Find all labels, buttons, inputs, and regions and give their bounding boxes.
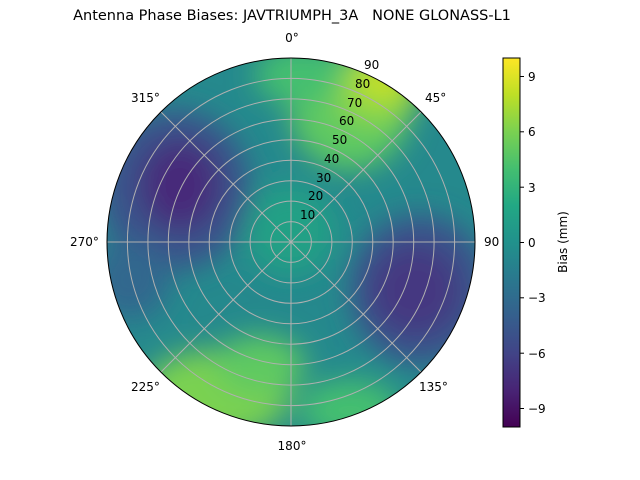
- colorbar-tick: −6: [528, 347, 546, 361]
- polar-frame: [106, 57, 476, 427]
- radial-tick: 90: [364, 58, 379, 72]
- angular-tick-labels: 0° 45° 90 135° 180° 225° 270° 315°: [70, 31, 499, 453]
- angle-tick: 0°: [285, 31, 299, 45]
- colorbar-tick: 9: [528, 70, 536, 84]
- colorbar-tick: 6: [528, 125, 536, 139]
- colorbar-label: Bias (mm): [556, 211, 570, 273]
- radial-tick: 40: [324, 152, 339, 166]
- radial-tick: 30: [316, 171, 331, 185]
- angle-tick: 225°: [131, 380, 160, 394]
- angle-tick: 45°: [425, 91, 446, 105]
- radial-tick: 80: [355, 77, 370, 91]
- colorbar-tick: −3: [528, 291, 546, 305]
- colorbar-tick: 3: [528, 181, 536, 195]
- angle-tick: 90: [484, 235, 499, 249]
- radial-tick: 20: [308, 189, 323, 203]
- chart-title: Antenna Phase Biases: JAVTRIUMPH_3A NONE…: [73, 8, 511, 24]
- colorbar: 9 6 3 0 −3 −6 −9 Bias (mm): [502, 57, 570, 428]
- angle-tick: 315°: [131, 91, 160, 105]
- colorbar-tick: −9: [528, 402, 546, 416]
- angle-tick: 180°: [278, 439, 307, 453]
- radial-tick-labels: 10 20 30 40 50 60 70 80 90: [300, 58, 379, 222]
- colorbar-tick: 0: [528, 236, 536, 250]
- radial-tick: 50: [332, 133, 347, 147]
- radial-tick: 70: [347, 96, 362, 110]
- radial-tick: 10: [300, 208, 315, 222]
- radial-tick: 60: [339, 114, 354, 128]
- angle-tick: 270°: [70, 235, 99, 249]
- angle-tick: 135°: [419, 380, 448, 394]
- angular-grid: [107, 58, 475, 426]
